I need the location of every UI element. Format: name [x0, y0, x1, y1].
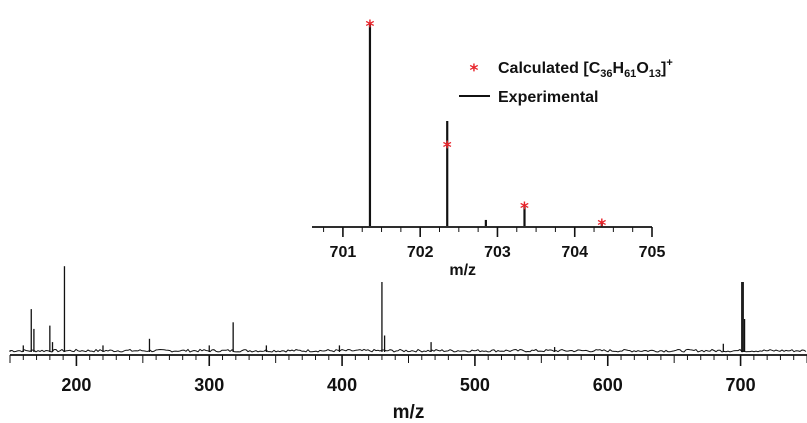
x-tick-label: 300	[194, 375, 224, 395]
legend-calculated-label: Calculated [C36H61O13]+	[498, 57, 673, 80]
inset-x-axis-title: m/z	[449, 262, 476, 279]
baseline-noise	[9, 348, 807, 353]
inset-calculated-marker: *	[597, 216, 606, 236]
inset-calculated-marker: *	[443, 138, 452, 158]
main-x-axis-title: m/z	[393, 402, 425, 423]
inset-x-tick-label: 704	[561, 244, 588, 261]
main-spectrum-peaks	[9, 22, 807, 353]
x-tick-label: 400	[327, 375, 357, 395]
inset-x-ticks: 701 702 703 704 705	[323, 227, 666, 261]
inset-calculated-marker: *	[366, 17, 375, 37]
legend-calculated-marker: *	[470, 61, 479, 81]
inset-x-tick-label: 701	[330, 244, 357, 261]
inset-background	[308, 10, 798, 282]
inset-isotope-plot: * * * * 701 702 703 704 705 m/z * Calculated [C…	[308, 10, 798, 282]
x-tick-label: 500	[460, 375, 490, 395]
main-x-ticks: 200 300 400 500 600 700	[9, 355, 807, 395]
x-tick-label: 600	[593, 375, 623, 395]
inset-calculated-markers: * * * *	[366, 17, 607, 236]
x-tick-label: 700	[726, 375, 756, 395]
inset-experimental-peaks	[368, 24, 603, 226]
x-tick-label: 200	[61, 375, 91, 395]
legend-experimental-label: Experimental	[498, 89, 598, 106]
inset-legend: * Calculated [C36H61O13]+ Experimental	[459, 57, 673, 106]
inset-calculated-marker: *	[520, 199, 529, 219]
inset-x-tick-label: 705	[639, 244, 666, 261]
inset-x-tick-label: 703	[484, 244, 511, 261]
inset-x-tick-label: 702	[407, 244, 434, 261]
